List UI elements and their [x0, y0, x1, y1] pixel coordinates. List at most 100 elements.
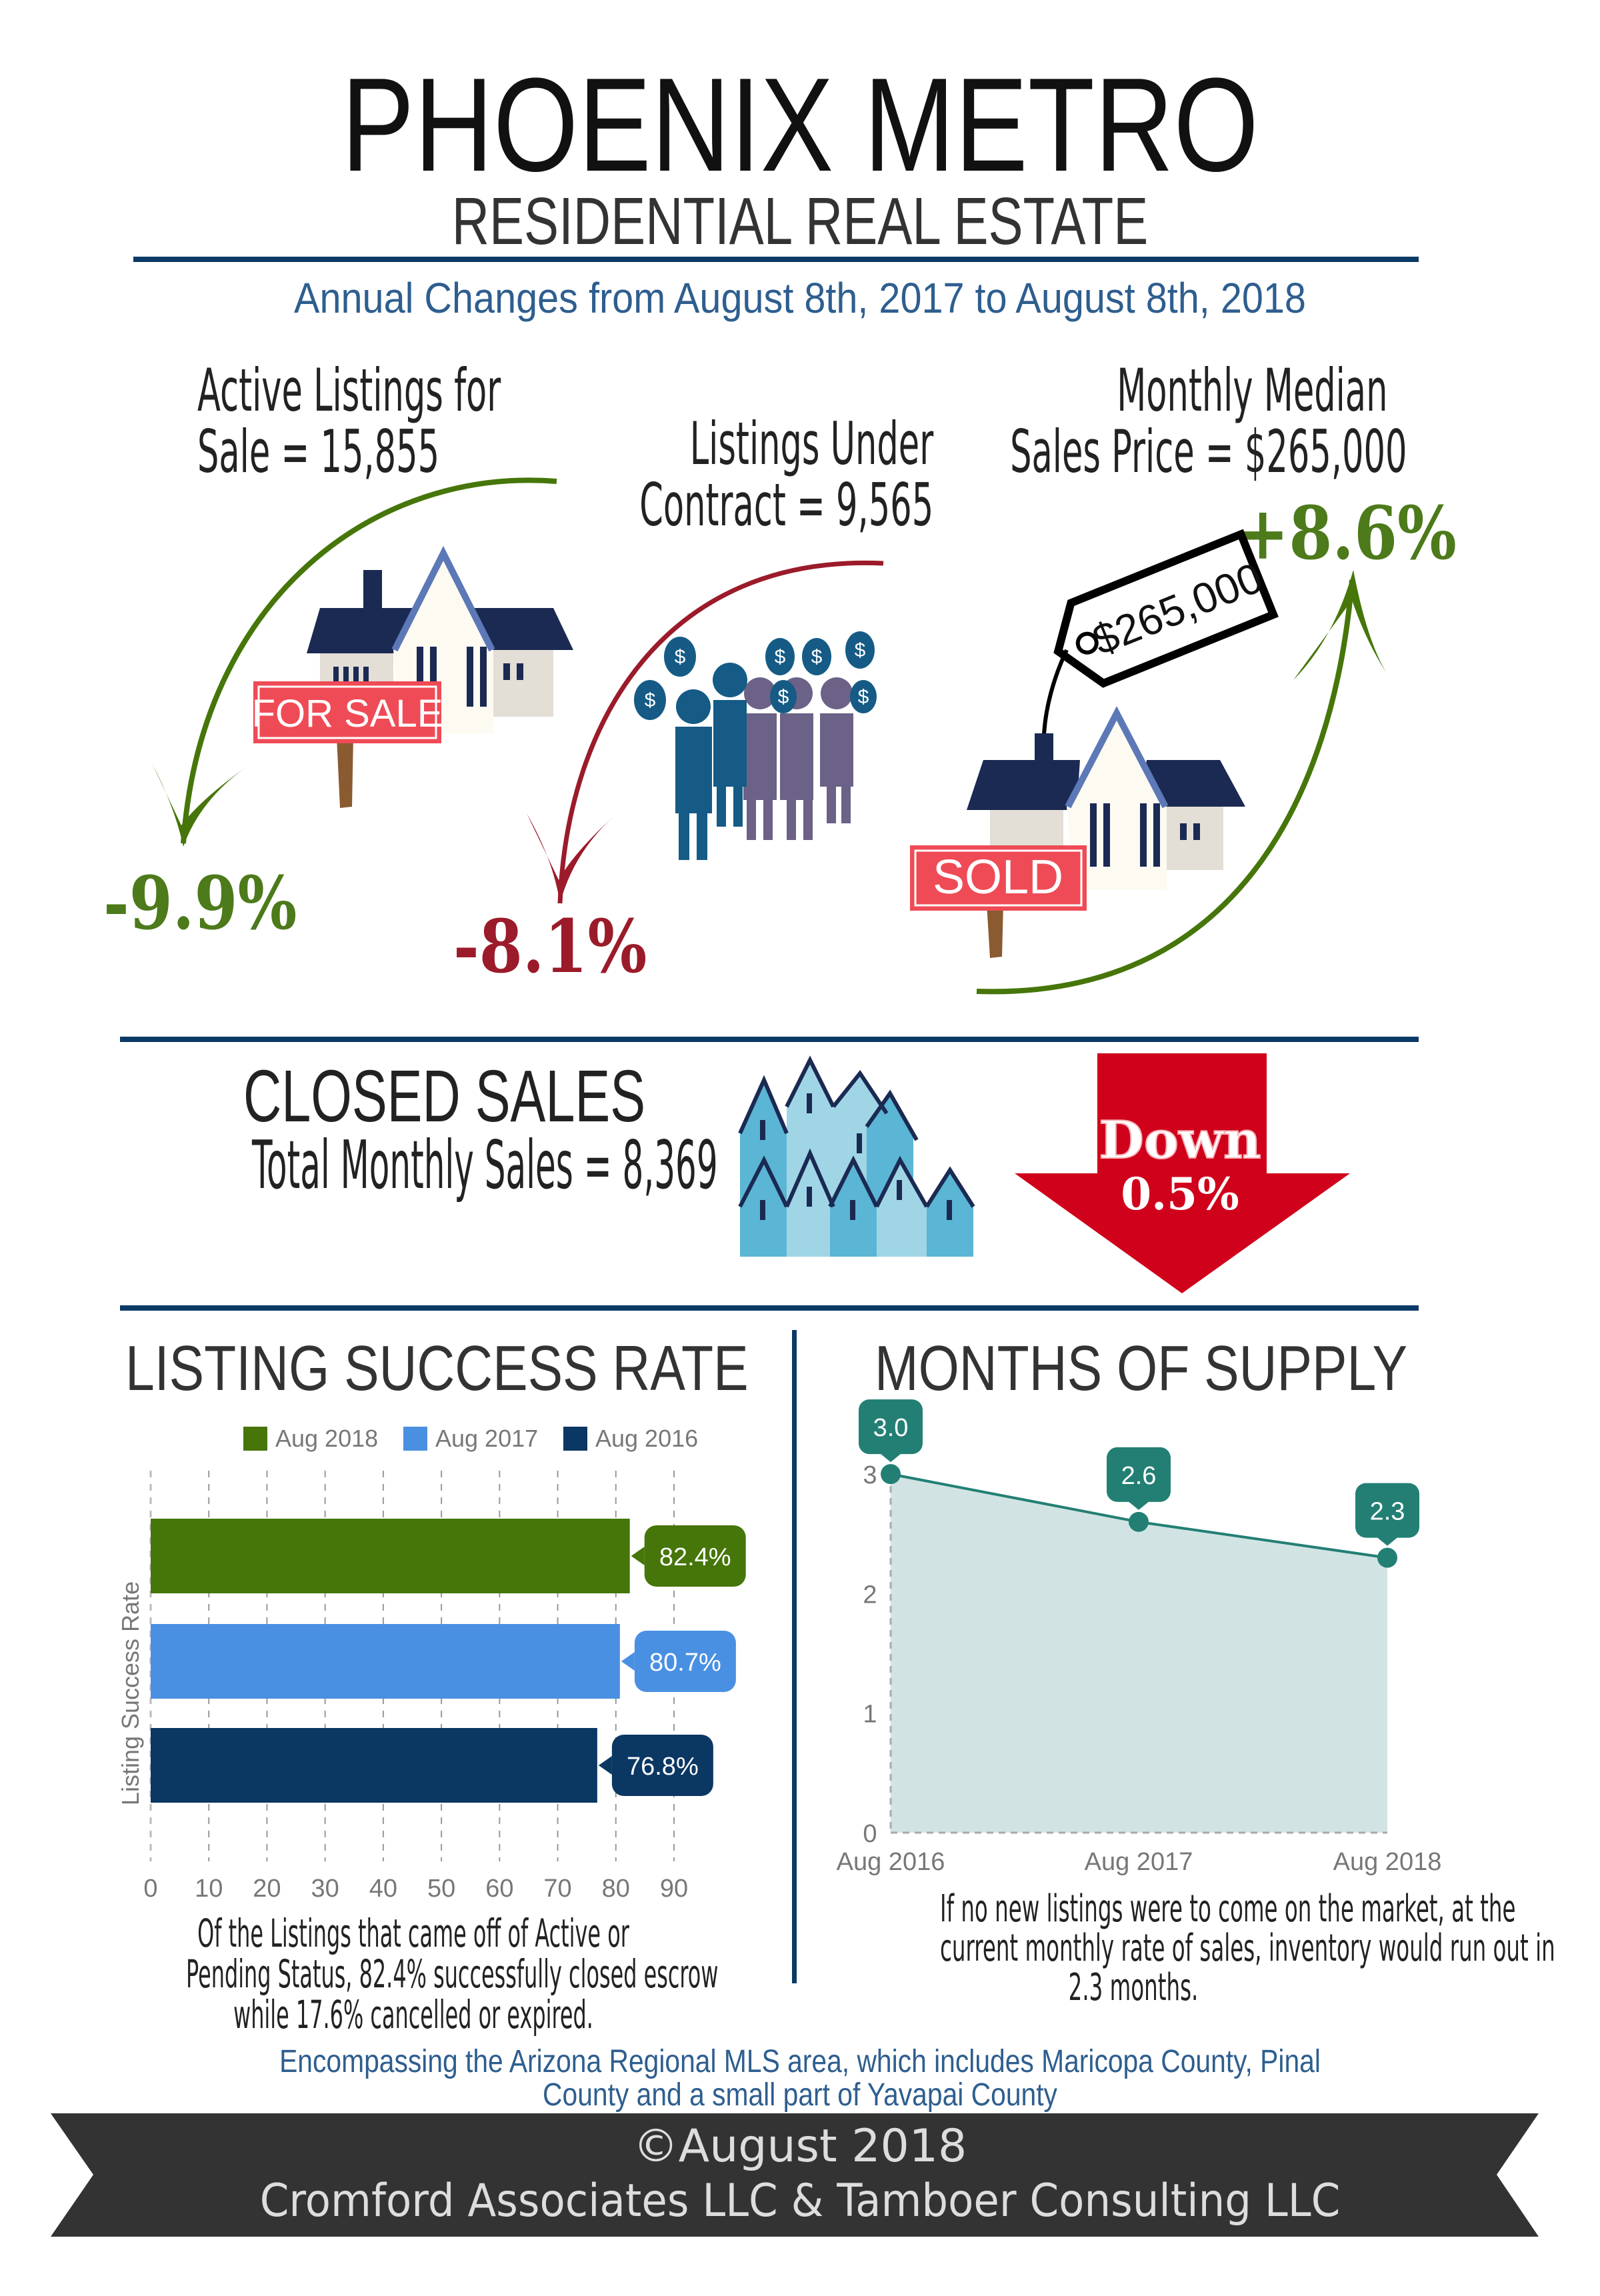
- y-tick-label: 0: [863, 1820, 877, 1848]
- x-tick-label: 90: [660, 1875, 688, 1903]
- houses-cluster-icon: [738, 1055, 975, 1257]
- under-contract-line2: Contract = 9,565: [639, 471, 933, 540]
- price-change: +8.6%: [1237, 490, 1457, 576]
- contract-change: -8.1%: [453, 903, 647, 989]
- supply-caption-line: If no new listings were to come on the m…: [940, 1887, 1516, 1931]
- bar: [151, 1728, 597, 1803]
- copyright: ©August 2018: [633, 2120, 967, 2173]
- data-label-box: [634, 1631, 736, 1692]
- column-divider: [792, 1330, 797, 1983]
- page-subtitle: RESIDENTIAL REAL ESTATE: [451, 184, 1149, 259]
- down-arrow-red-icon: [527, 560, 884, 904]
- supply-title: MONTHS OF SUPPLY: [875, 1333, 1407, 1404]
- x-tick-label: Aug 2017: [1085, 1848, 1193, 1876]
- svg-text:$: $: [778, 686, 789, 708]
- divider: [133, 257, 1419, 262]
- period-text: Annual Changes from August 8th, 2017 to …: [294, 274, 1306, 322]
- x-tick-label: 60: [485, 1875, 513, 1903]
- up-arrow-green-icon: [976, 570, 1387, 995]
- active-listings-line1: Active Listings for: [197, 356, 501, 425]
- for-sale-sign-label: FOR SALE: [252, 692, 443, 735]
- svg-text:$: $: [855, 639, 866, 661]
- supply-area-chart: 0 1 2 3 Aug 2016 Aug 2017 Aug 2018 3.0 2.6 2.3: [837, 1399, 1441, 1876]
- stats-illustrations: FOR SALE $ $ $ $ $ $ $: [152, 477, 1387, 995]
- data-label: 2.3: [1370, 1498, 1405, 1526]
- under-contract-text: Listings Under Contract = 9,565: [639, 413, 933, 537]
- active-change: -9.9%: [103, 860, 297, 946]
- y-tick-label: 1: [863, 1701, 877, 1729]
- data-label-pointer: [1377, 1537, 1398, 1546]
- data-label-pointer: [621, 1652, 635, 1671]
- legend-label: Aug 2017: [435, 1425, 538, 1452]
- bar: [151, 1624, 620, 1699]
- x-tick-label: 10: [195, 1875, 223, 1903]
- closed-sales-change: 0.5%: [1121, 1168, 1239, 1220]
- success-caption: Of the Listings that came off of Active …: [0, 1913, 827, 2035]
- credits: Cromford Associates LLC & Tamboer Consul…: [259, 2175, 1341, 2227]
- supply-caption-line: 2.3 months.: [1068, 1965, 1199, 2009]
- x-tick-label: 30: [311, 1875, 339, 1903]
- data-label: 76.8%: [627, 1753, 699, 1781]
- x-tick-label: 0: [143, 1875, 157, 1903]
- legend-swatch: [563, 1427, 587, 1451]
- success-bar-chart: 0 10 20 30 40 50 60 70 80 90 Listing Success Rate A…: [117, 1425, 746, 1903]
- active-listings-text: Active Listings for Sale = 15,855: [197, 356, 501, 487]
- data-label: 82.4%: [659, 1543, 731, 1571]
- data-point: [1129, 1511, 1149, 1532]
- house-for-sale-icon: [253, 545, 573, 808]
- legend-label: Aug 2016: [595, 1425, 698, 1452]
- x-tick-label: Aug 2016: [837, 1848, 945, 1876]
- success-caption-line: while 17.6% cancelled or expired.: [233, 1991, 593, 2037]
- legend-swatch: [243, 1427, 267, 1451]
- data-label-box: [644, 1525, 746, 1587]
- closed-sales-total: Total Monthly Sales = 8,369: [252, 1126, 718, 1204]
- sold-sign-label: SOLD: [933, 851, 1063, 904]
- data-label-pointer: [1128, 1501, 1149, 1510]
- data-label: 2.6: [1121, 1462, 1157, 1490]
- supply-caption: If no new listings were to come on the m…: [800, 1887, 1555, 2009]
- footer-banner: [51, 2113, 1539, 2237]
- svg-text:$: $: [811, 646, 823, 668]
- page-title: PHOENIX METRO: [341, 51, 1259, 199]
- y-tick-label: 2: [863, 1581, 877, 1609]
- y-tick-label: 3: [863, 1461, 877, 1489]
- data-label-box: [611, 1735, 713, 1796]
- divider: [120, 1037, 1419, 1042]
- supply-caption-line: current monthly rate of sales, inventory…: [940, 1926, 1555, 1970]
- x-tick-label: 20: [253, 1875, 281, 1903]
- data-label-box: [1355, 1483, 1419, 1538]
- bar: [151, 1519, 630, 1593]
- x-tick-label: 40: [369, 1875, 397, 1903]
- data-label-pointer: [598, 1756, 612, 1775]
- coverage-note-line: County and a small part of Yavapai Count…: [543, 2077, 1057, 2113]
- price-tag-icon: $265,000: [1053, 529, 1279, 688]
- y-axis-label: Listing Success Rate: [117, 1581, 144, 1805]
- data-label-pointer: [631, 1547, 645, 1565]
- median-price-line1: Monthly Median: [1116, 356, 1387, 425]
- x-tick-label: 50: [427, 1875, 455, 1903]
- data-label-box: [859, 1399, 923, 1455]
- svg-text:$: $: [858, 686, 869, 708]
- success-caption-line: Pending Status, 82.4% successfully close…: [186, 1951, 719, 1997]
- house-sold-icon: [910, 706, 1245, 958]
- legend-swatch: [403, 1427, 427, 1451]
- data-point: [881, 1464, 901, 1485]
- legend-label: Aug 2018: [275, 1425, 378, 1452]
- coverage-note-line: Encompassing the Arizona Regional MLS ar…: [279, 2044, 1321, 2079]
- x-tick-label: 80: [602, 1875, 630, 1903]
- data-label: 3.0: [873, 1414, 909, 1442]
- success-caption-line: Of the Listings that came off of Active …: [197, 1911, 629, 1956]
- data-label: 80.7%: [649, 1649, 721, 1677]
- area-fill: [891, 1474, 1387, 1833]
- closed-sales-graphic: [738, 1053, 1350, 1293]
- data-label-box: [1107, 1447, 1171, 1502]
- divider: [120, 1305, 1419, 1311]
- under-contract-line1: Listings Under: [689, 409, 933, 478]
- success-title: LISTING SUCCESS RATE: [125, 1333, 749, 1404]
- active-listings-line2: Sale = 15,855: [197, 417, 440, 487]
- down-arrow-icon: [1015, 1053, 1350, 1293]
- data-point: [1377, 1547, 1397, 1568]
- svg-text:$: $: [645, 689, 656, 711]
- median-price-line2: Sales Price = $265,000: [1009, 417, 1407, 487]
